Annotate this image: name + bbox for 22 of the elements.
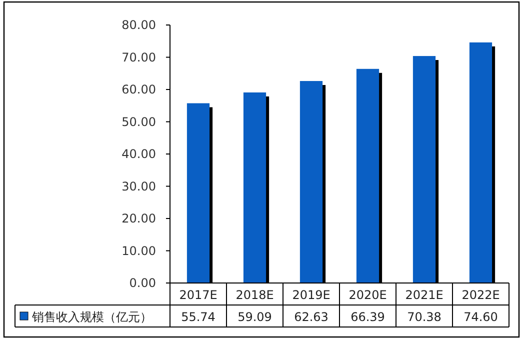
- x-tick-label: 2018E: [236, 288, 274, 302]
- x-tick-label: 2022E: [462, 288, 500, 302]
- y-tick-label: 60.00: [122, 82, 156, 96]
- y-tick-label: 20.00: [122, 212, 156, 226]
- legend-label: 销售收入规模（亿元）: [31, 310, 152, 324]
- data-label: 55.74: [181, 310, 216, 324]
- y-tick-label: 50.00: [122, 114, 156, 129]
- y-tick-label: 10.00: [122, 244, 156, 258]
- data-label: 59.09: [238, 310, 272, 324]
- data-label: 62.63: [294, 310, 328, 324]
- y-tick-label: 70.00: [122, 50, 156, 64]
- data-label: 70.38: [407, 310, 442, 324]
- data-label: 74.60: [464, 310, 498, 324]
- y-tick-label: 30.00: [122, 179, 156, 194]
- x-tick-label: 2017E: [179, 288, 218, 302]
- y-tick-label: 0.00: [129, 276, 156, 290]
- x-tick-label: 2019E: [292, 288, 330, 302]
- y-tick-label: 40.00: [122, 147, 156, 161]
- data-label: 66.39: [350, 310, 385, 324]
- x-tick-label: 2021E: [405, 288, 444, 302]
- x-tick-label: 2020E: [348, 288, 387, 302]
- y-tick-label: 80.00: [122, 18, 156, 32]
